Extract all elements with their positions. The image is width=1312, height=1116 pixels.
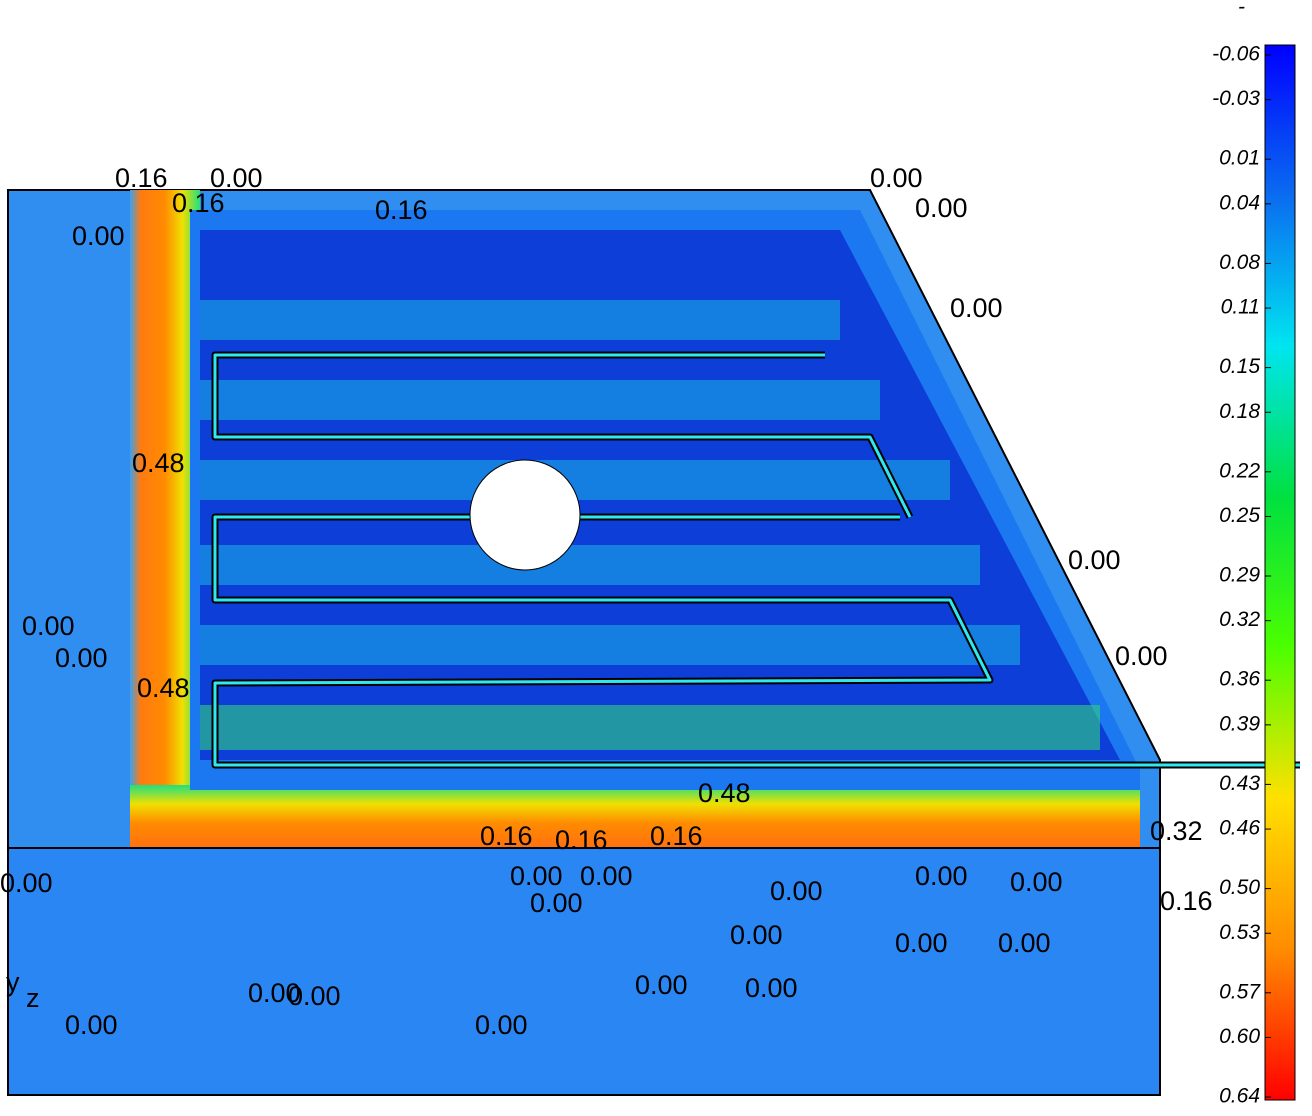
colorbar-tick-label: 0.46 <box>1219 817 1260 840</box>
contour-label: 0.16 <box>650 821 703 851</box>
contour-label: 0.00 <box>1068 545 1121 575</box>
contour-label: 0.16 <box>555 825 608 855</box>
colorbar-tick-label: 0.36 <box>1219 668 1260 691</box>
colorbar-tick-label: 0.50 <box>1219 876 1260 899</box>
contour-label: 0.00 <box>770 876 823 906</box>
colorbar-tick-label: 0.18 <box>1219 400 1260 423</box>
contour-label: 0.00 <box>22 611 75 641</box>
colorbar-tick-label: 0.25 <box>1219 504 1260 527</box>
colorbar-tick-label: 0.60 <box>1219 1025 1260 1048</box>
colorbar-tick-label: 0.64 <box>1219 1085 1260 1108</box>
colorbar-tick-label: 0.57 <box>1219 980 1261 1003</box>
contour-label: 0.00 <box>950 293 1003 323</box>
domain <box>7 189 1300 1096</box>
colorbar-tick-label: 0.04 <box>1219 191 1260 214</box>
contour-label: 0.00 <box>210 163 263 193</box>
colorbar-tick-label: 0.53 <box>1219 921 1260 944</box>
colorbar-tick-label: 0.08 <box>1219 251 1260 274</box>
contour-label: 0.00 <box>1010 867 1063 897</box>
colorbar-tick-label: 0.22 <box>1219 459 1260 482</box>
contour-label: 0.00 <box>730 920 783 950</box>
contour-label: 0.00 <box>1115 641 1168 671</box>
contour-label: 0.48 <box>698 778 751 808</box>
contour-label: 0.16 <box>172 188 225 218</box>
colorbar-tick-label: 0.29 <box>1219 564 1260 587</box>
contour-label: 0.00 <box>915 193 968 223</box>
contour-label: 0.00 <box>72 221 125 251</box>
contour-label: 0.00 <box>870 163 923 193</box>
contour-label: 0.00 <box>510 861 563 891</box>
colorbar-header: - <box>1238 0 1245 19</box>
contour-label: 0.00 <box>248 978 301 1008</box>
colorbar-tick-label: 0.43 <box>1219 772 1260 795</box>
colorbar-tick-label: -0.06 <box>1212 43 1260 66</box>
contour-label: 0.00 <box>0 868 53 898</box>
contour-label: 0.00 <box>530 888 583 918</box>
contour-label: 0.00 <box>895 928 948 958</box>
contour-label: 0.00 <box>65 1010 118 1040</box>
contour-label: 0.00 <box>580 861 633 891</box>
contour-label: 0.16 <box>115 163 168 193</box>
colorbar-tick-label: 0.32 <box>1219 608 1260 631</box>
contour-label: 0.00 <box>635 970 688 1000</box>
contour-label: 0.16 <box>1160 886 1213 916</box>
contour-label: 0.00 <box>915 861 968 891</box>
contour-label: 0.00 <box>55 643 108 673</box>
colorbar-tick-label: 0.01 <box>1219 147 1260 170</box>
contour-label: 0.00 <box>475 1010 528 1040</box>
axis-label-y: y <box>6 967 20 997</box>
colorbar-tick-label: 0.39 <box>1219 712 1260 735</box>
contour-label: 0.00 <box>745 973 798 1003</box>
contour-label: 0.00 <box>288 981 341 1011</box>
contour-label: 0.32 <box>1150 816 1203 846</box>
contour-label: 0.48 <box>137 673 190 703</box>
contour-label: 0.16 <box>375 195 428 225</box>
contour-label: 0.16 <box>480 821 533 851</box>
colorbar-tick-label: 0.11 <box>1221 296 1260 319</box>
colorbar <box>1264 44 1296 1101</box>
axis-label-z: z <box>26 983 40 1013</box>
contour-label: 0.48 <box>132 448 185 478</box>
contour-label: 0.00 <box>998 928 1051 958</box>
colorbar-tick-label: -0.03 <box>1212 87 1260 110</box>
colorbar-tick-label: 0.15 <box>1219 355 1260 378</box>
